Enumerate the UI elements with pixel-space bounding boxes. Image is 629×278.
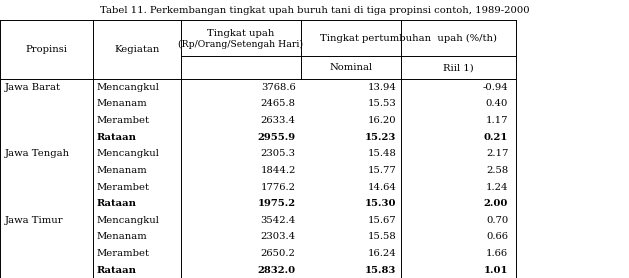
- Text: 2465.8: 2465.8: [260, 100, 296, 108]
- Text: 15.48: 15.48: [367, 149, 396, 158]
- Text: Rataan: Rataan: [97, 199, 137, 208]
- Text: 1844.2: 1844.2: [260, 166, 296, 175]
- Text: 15.53: 15.53: [367, 100, 396, 108]
- Text: 15.67: 15.67: [367, 216, 396, 225]
- Text: Mencangkul: Mencangkul: [97, 83, 160, 92]
- Text: 0.40: 0.40: [486, 100, 508, 108]
- Text: Rataan: Rataan: [97, 133, 137, 142]
- Text: Mencangkul: Mencangkul: [97, 149, 160, 158]
- Text: Tabel 11. Perkembangan tingkat upah buruh tani di tiga propinsi contoh, 1989-200: Tabel 11. Perkembangan tingkat upah buru…: [99, 6, 530, 14]
- Text: Mencangkul: Mencangkul: [97, 216, 160, 225]
- Text: 2650.2: 2650.2: [261, 249, 296, 258]
- Text: 13.94: 13.94: [367, 83, 396, 92]
- Text: 3768.6: 3768.6: [261, 83, 296, 92]
- Text: Propinsi: Propinsi: [26, 45, 67, 54]
- Text: Jawa Tengah: Jawa Tengah: [5, 149, 70, 158]
- Text: 2303.4: 2303.4: [260, 232, 296, 241]
- Text: 2305.3: 2305.3: [260, 149, 296, 158]
- Text: Kegiatan: Kegiatan: [114, 45, 160, 54]
- Text: 15.77: 15.77: [367, 166, 396, 175]
- Text: 2.58: 2.58: [486, 166, 508, 175]
- Text: 0.21: 0.21: [484, 133, 508, 142]
- Text: Tingkat upah: Tingkat upah: [207, 29, 275, 38]
- Text: 1.01: 1.01: [484, 266, 508, 275]
- Text: Jawa Barat: Jawa Barat: [5, 83, 61, 92]
- Text: 1.66: 1.66: [486, 249, 508, 258]
- Text: 2832.0: 2832.0: [257, 266, 296, 275]
- Text: Rataan: Rataan: [97, 266, 137, 275]
- Text: Menanam: Menanam: [97, 100, 148, 108]
- Text: 3542.4: 3542.4: [260, 216, 296, 225]
- Text: 1975.2: 1975.2: [257, 199, 296, 208]
- Text: Jawa Timur: Jawa Timur: [5, 216, 64, 225]
- Text: 16.20: 16.20: [367, 116, 396, 125]
- Text: Merambet: Merambet: [97, 116, 150, 125]
- Text: Merambet: Merambet: [97, 249, 150, 258]
- Text: 1.17: 1.17: [486, 116, 508, 125]
- Text: 15.83: 15.83: [365, 266, 396, 275]
- Text: (Rp/Orang/Setengah Hari): (Rp/Orang/Setengah Hari): [179, 40, 303, 49]
- Text: Menanam: Menanam: [97, 166, 148, 175]
- Text: 2.00: 2.00: [484, 199, 508, 208]
- Text: Merambet: Merambet: [97, 183, 150, 192]
- Text: Riil 1): Riil 1): [443, 63, 474, 72]
- Text: 0.66: 0.66: [486, 232, 508, 241]
- Text: 15.30: 15.30: [365, 199, 396, 208]
- Text: 0.70: 0.70: [486, 216, 508, 225]
- Text: Menanam: Menanam: [97, 232, 148, 241]
- Text: 2955.9: 2955.9: [257, 133, 296, 142]
- Text: -0.94: -0.94: [482, 83, 508, 92]
- Text: 15.58: 15.58: [367, 232, 396, 241]
- Text: 2.17: 2.17: [486, 149, 508, 158]
- Text: Tingkat pertumbuhan  upah (%/th): Tingkat pertumbuhan upah (%/th): [320, 34, 497, 43]
- Text: 1.24: 1.24: [486, 183, 508, 192]
- Text: Nominal: Nominal: [330, 63, 372, 72]
- Text: 16.24: 16.24: [367, 249, 396, 258]
- Text: 15.23: 15.23: [365, 133, 396, 142]
- Text: 1776.2: 1776.2: [260, 183, 296, 192]
- Text: 14.64: 14.64: [367, 183, 396, 192]
- Text: 2633.4: 2633.4: [260, 116, 296, 125]
